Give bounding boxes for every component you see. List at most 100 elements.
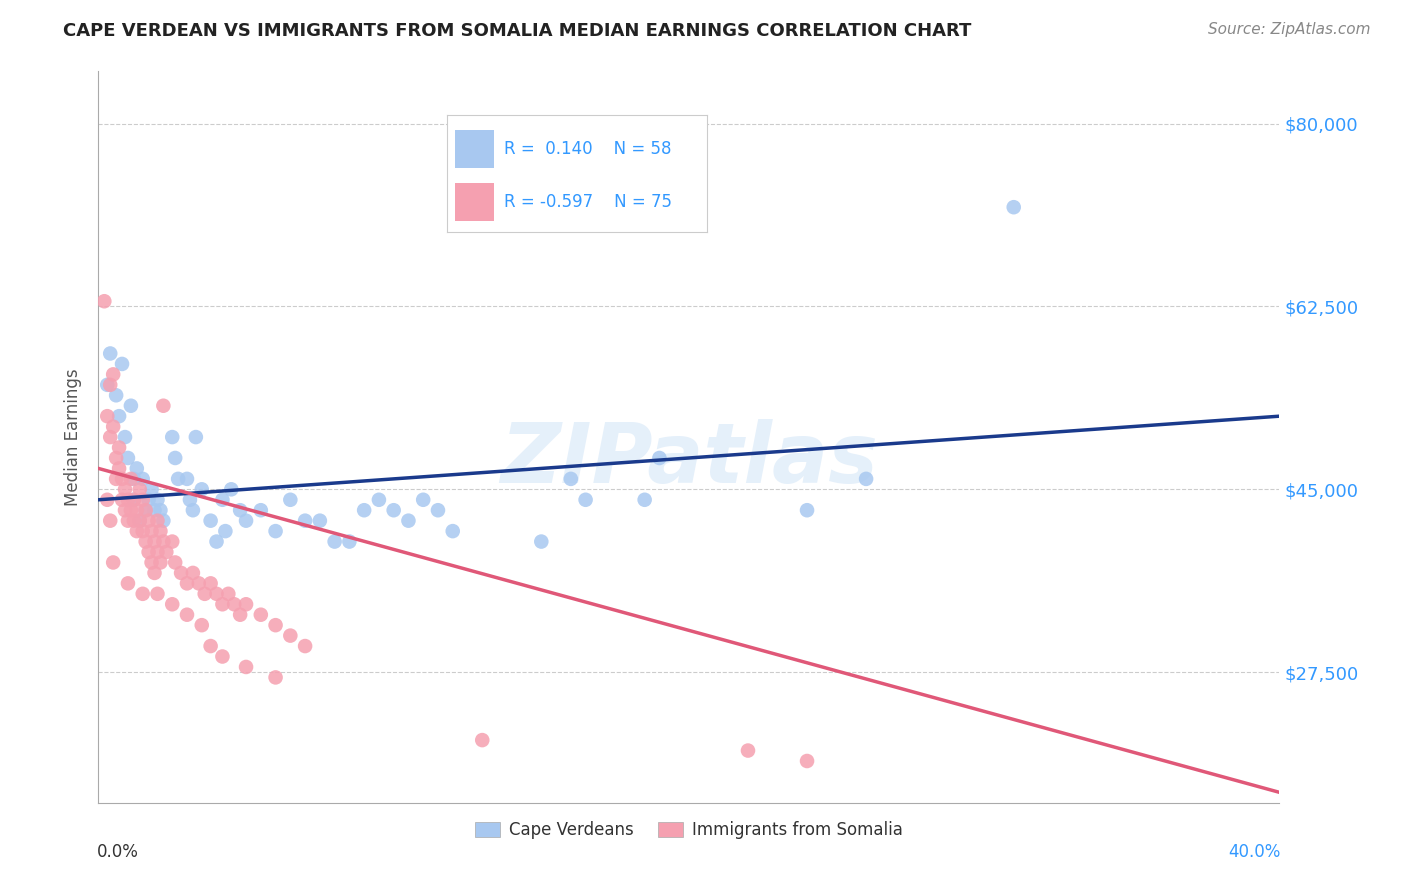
Point <box>111 492 134 507</box>
Point <box>132 472 155 486</box>
Point <box>103 419 125 434</box>
Legend: Cape Verdeans, Immigrants from Somalia: Cape Verdeans, Immigrants from Somalia <box>468 814 910 846</box>
Point <box>149 556 172 570</box>
Text: 0.0%: 0.0% <box>97 843 139 861</box>
Point <box>294 639 316 653</box>
Text: CAPE VERDEAN VS IMMIGRANTS FROM SOMALIA MEDIAN EARNINGS CORRELATION CHART: CAPE VERDEAN VS IMMIGRANTS FROM SOMALIA … <box>63 22 972 40</box>
Point <box>280 629 302 643</box>
Point <box>155 545 177 559</box>
Text: Source: ZipAtlas.com: Source: ZipAtlas.com <box>1208 22 1371 37</box>
Point <box>179 492 201 507</box>
Point <box>229 607 252 622</box>
Point <box>122 492 145 507</box>
Point <box>117 450 139 465</box>
Y-axis label: Median Earnings: Median Earnings <box>65 368 83 506</box>
Point <box>737 743 759 757</box>
Point <box>105 388 128 402</box>
Point <box>98 377 121 392</box>
Point <box>108 409 131 424</box>
Point <box>125 461 148 475</box>
Point <box>114 430 136 444</box>
Point <box>114 503 136 517</box>
Point <box>264 670 287 684</box>
Point <box>264 524 287 538</box>
Point <box>165 556 187 570</box>
Point <box>146 492 169 507</box>
Point <box>205 587 228 601</box>
Point <box>125 524 148 538</box>
Point <box>170 566 193 580</box>
Point <box>217 587 239 601</box>
Point <box>200 514 222 528</box>
Point <box>111 472 134 486</box>
Point <box>135 534 157 549</box>
Point <box>103 368 125 382</box>
Point <box>122 492 145 507</box>
Point <box>184 430 207 444</box>
Point <box>132 587 155 601</box>
Point <box>117 514 139 528</box>
Point <box>224 597 246 611</box>
Point <box>309 514 332 528</box>
Point <box>98 514 121 528</box>
Point <box>117 492 139 507</box>
Point <box>280 492 302 507</box>
Point <box>235 660 257 674</box>
Point <box>176 576 198 591</box>
Point <box>141 524 163 538</box>
Point <box>1002 200 1025 214</box>
Text: ZIPatlas: ZIPatlas <box>501 418 877 500</box>
Point <box>98 346 121 360</box>
Point <box>855 472 877 486</box>
Point <box>235 514 257 528</box>
Point <box>128 514 150 528</box>
Point <box>191 483 214 497</box>
Point <box>103 556 125 570</box>
Point <box>105 472 128 486</box>
Point <box>162 430 183 444</box>
Point <box>122 472 145 486</box>
Point <box>149 503 172 517</box>
Point <box>176 472 198 486</box>
Point <box>648 450 671 465</box>
Point <box>221 483 243 497</box>
Point <box>353 503 375 517</box>
Point <box>205 534 228 549</box>
Point <box>211 649 233 664</box>
Point <box>250 503 273 517</box>
Point <box>114 483 136 497</box>
Point <box>152 534 174 549</box>
Point <box>678 179 700 194</box>
Point <box>264 618 287 632</box>
Point <box>187 576 209 591</box>
Point <box>96 492 118 507</box>
Point <box>128 514 150 528</box>
Point <box>141 483 163 497</box>
Point <box>162 534 183 549</box>
Point <box>235 597 257 611</box>
Point <box>141 556 163 570</box>
Point <box>146 587 169 601</box>
Point <box>162 597 183 611</box>
Point <box>382 503 405 517</box>
Point <box>530 534 553 549</box>
Point <box>105 450 128 465</box>
Point <box>211 597 233 611</box>
Point <box>200 576 222 591</box>
Point <box>398 514 420 528</box>
Point <box>181 503 204 517</box>
Point <box>143 503 166 517</box>
Point <box>165 450 187 465</box>
Point <box>194 587 217 601</box>
Point <box>146 545 169 559</box>
Point <box>111 357 134 371</box>
Point <box>120 399 142 413</box>
Point <box>368 492 391 507</box>
Point <box>214 524 236 538</box>
Point <box>152 399 174 413</box>
Point <box>181 566 204 580</box>
Point <box>98 430 121 444</box>
Point <box>167 472 190 486</box>
Point <box>575 492 598 507</box>
Point <box>796 503 818 517</box>
